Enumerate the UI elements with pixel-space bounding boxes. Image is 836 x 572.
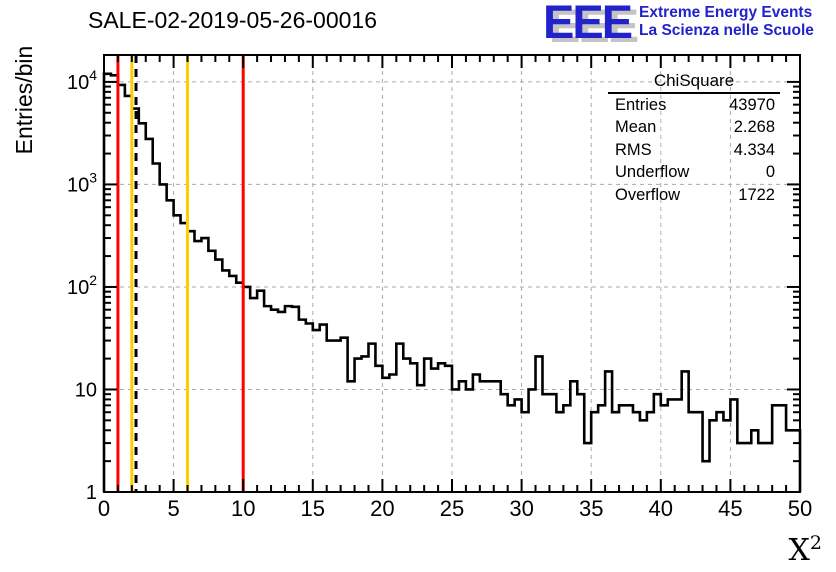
y-tick-label: 1 [86,482,97,504]
x-tick-label: 50 [788,496,812,521]
x-tick-label: 0 [98,496,110,521]
stat-label: RMS [615,140,652,159]
stat-value: 4.334 [733,140,775,159]
stat-row: Overflow 1722 [608,184,780,206]
x-tick-label: 10 [231,496,255,521]
x-tick-label: 40 [649,496,673,521]
stat-value: 1722 [738,185,775,204]
stat-row: Entries 43970 [608,94,780,116]
stats-box-title: ChiSquare [608,70,780,94]
x-tick-label: 15 [301,496,325,521]
stat-row: Mean 2.268 [608,116,780,138]
stat-value: 2.268 [733,118,775,137]
eee-logo-acronym: EEE [543,0,633,48]
eee-logo-line1: Extreme Energy Events [639,4,813,21]
y-axis-title: Entries/bin [11,45,37,155]
stat-label: Entries [615,96,667,114]
x-tick-label: 35 [579,496,603,521]
y-tick-label: 103 [67,169,97,196]
y-tick-label: 10 [75,379,97,401]
stat-value: 0 [765,163,775,182]
stats-box-rows: Entries 43970 Mean 2.268 RMS 4.334 Underflow 0 O… [608,94,780,206]
x-axis-title: X2 [789,532,822,568]
eee-logo-line2: La Scienza nelle Scuole [639,22,814,39]
y-tick-label: 104 [67,67,97,94]
eee-logo: EEE Extreme Energy Events La Scienza nel… [543,0,814,48]
y-tick-label: 102 [67,272,97,299]
stat-label: Mean [615,118,657,137]
plot-title: SALE-02-2019-05-26-00016 [88,7,377,33]
stats-box: ChiSquare Entries 43970 Mean 2.268 RMS 4.334 U… [608,70,780,206]
stat-label: Underflow [615,163,690,182]
stat-row: Underflow 0 [608,161,780,183]
x-tick-label: 45 [718,496,742,521]
stat-row: RMS 4.334 [608,139,780,161]
stat-label: Overflow [615,185,681,204]
histogram-line [102,72,802,492]
x-tick-label: 20 [370,496,394,521]
x-tick-label: 25 [440,496,464,521]
x-tick-label: 30 [509,496,533,521]
x-tick-label: 5 [167,496,179,521]
eee-logo-text: Extreme Energy Events La Scienza nelle S… [639,4,814,40]
stat-value: 43970 [729,96,775,114]
